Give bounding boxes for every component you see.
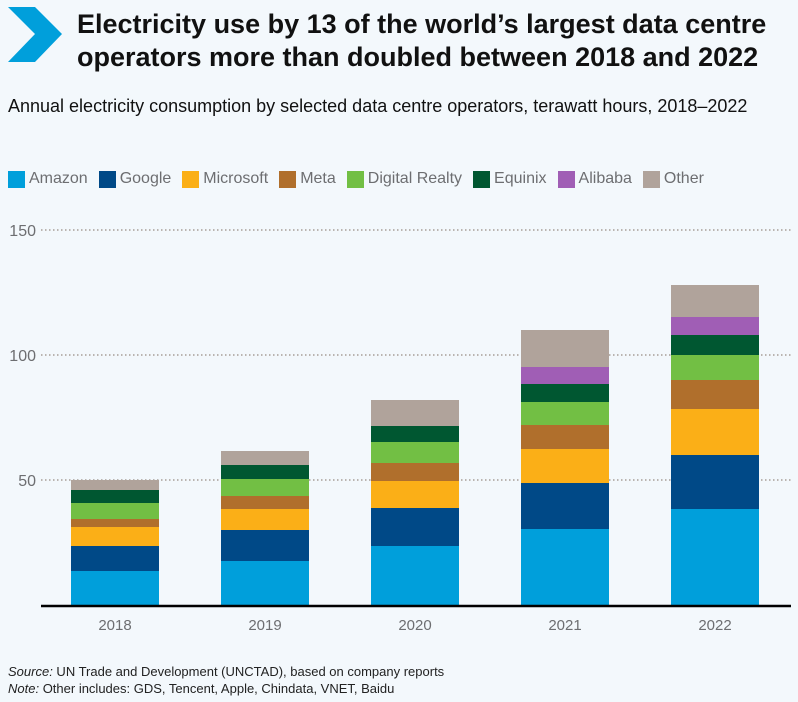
legend-swatch [642,170,660,188]
legend-item-meta: Meta [279,170,336,188]
legend-label: Microsoft [203,170,269,187]
x-tick-label: 2020 [398,617,431,634]
bar-segment-digital-realty-2019 [221,479,309,496]
legend-label: Alibaba [578,170,632,187]
other-note: Note: Other includes: GDS, Tencent, Appl… [8,681,394,696]
bar-segment-amazon-2022 [671,509,759,605]
bar-segment-other-2020 [371,400,459,426]
x-tick-label: 2022 [698,617,731,634]
bar-segment-meta-2018 [71,519,159,527]
bar-segment-meta-2020 [371,463,459,481]
bar-segment-google-2019 [221,530,309,561]
legend-label: Equinix [494,170,547,187]
bar-segment-equinix-2020 [371,426,459,442]
legend-swatch [98,170,116,188]
bar-segment-other-2019 [221,451,309,465]
legend-swatch [279,170,297,188]
bar-segment-other-2018 [71,480,159,490]
bar-segment-equinix-2022 [671,335,759,355]
legend-label: Digital Realty [367,170,463,187]
legend-swatch [557,170,575,188]
x-tick-label: 2018 [98,617,131,634]
bar-segment-microsoft-2019 [221,509,309,530]
bar-segment-amazon-2019 [221,561,309,605]
bar-segment-microsoft-2021 [521,449,609,483]
bar-segment-meta-2019 [221,496,309,509]
y-tick-label: 150 [9,223,36,240]
bar-segment-google-2020 [371,508,459,546]
bar-segment-equinix-2019 [221,465,309,479]
bar-segment-microsoft-2020 [371,481,459,508]
legend-item-other: Other [642,170,704,188]
bar-segment-google-2018 [71,546,159,571]
bar-segment-amazon-2020 [371,546,459,605]
legend-item-alibaba: Alibaba [557,170,632,188]
bar-segment-alibaba-2022 [671,317,759,335]
note-text: Other includes: GDS, Tencent, Apple, Chi… [39,681,395,696]
bar-segment-digital-realty-2018 [71,503,159,519]
bar-segment-amazon-2018 [71,571,159,605]
legend-item-google: Google [98,170,172,188]
legend-swatch [8,170,25,188]
legend-item-digital-realty: Digital Realty [346,170,463,188]
source-note: Source: UN Trade and Development (UNCTAD… [8,664,444,679]
source-label: Source: [8,664,53,679]
bar-segment-microsoft-2022 [671,409,759,455]
bar-segment-equinix-2021 [521,384,609,402]
stacked-bar-chart: 50 100 150 2018 2019 2020 2021 2022 [9,223,791,634]
bar-segment-equinix-2018 [71,490,159,503]
bar-segment-google-2022 [671,455,759,509]
bar-segment-digital-realty-2020 [371,442,459,463]
y-tick-label: 50 [18,473,36,490]
bar-segment-other-2021 [521,330,609,367]
legend-item-amazon: Amazon [8,170,88,188]
x-tick-label: 2021 [548,617,581,634]
bar-segment-microsoft-2018 [71,527,159,546]
legend-label: Other [663,170,704,187]
bar-segment-google-2021 [521,483,609,529]
legend: Amazon Google Microsoft Meta Digital Realty E… [8,170,704,188]
chart-subtitle: Annual electricity consumption by select… [8,96,748,116]
legend-item-microsoft: Microsoft [182,170,268,188]
legend-swatch [346,170,364,188]
legend-label: Meta [300,170,336,187]
bar-segment-amazon-2021 [521,529,609,605]
note-label: Note: [8,681,40,696]
chart-title: Electricity use by 13 of the world’s lar… [77,9,767,72]
bar-segment-meta-2021 [521,425,609,449]
legend-label: Amazon [29,170,88,187]
bar-segment-meta-2022 [671,380,759,409]
y-tick-label: 100 [9,348,36,365]
chevron-logo-icon [8,7,62,62]
legend-label: Google [119,170,172,187]
bar-segment-digital-realty-2022 [671,355,759,380]
legend-swatch [182,170,200,188]
legend-swatch [473,170,491,188]
legend-item-equinix: Equinix [473,170,547,188]
bar-segment-other-2022 [671,285,759,317]
bar-segment-alibaba-2021 [521,367,609,384]
source-text: UN Trade and Development (UNCTAD), based… [52,664,445,679]
bar-segment-digital-realty-2021 [521,402,609,425]
x-tick-label: 2019 [248,617,281,634]
